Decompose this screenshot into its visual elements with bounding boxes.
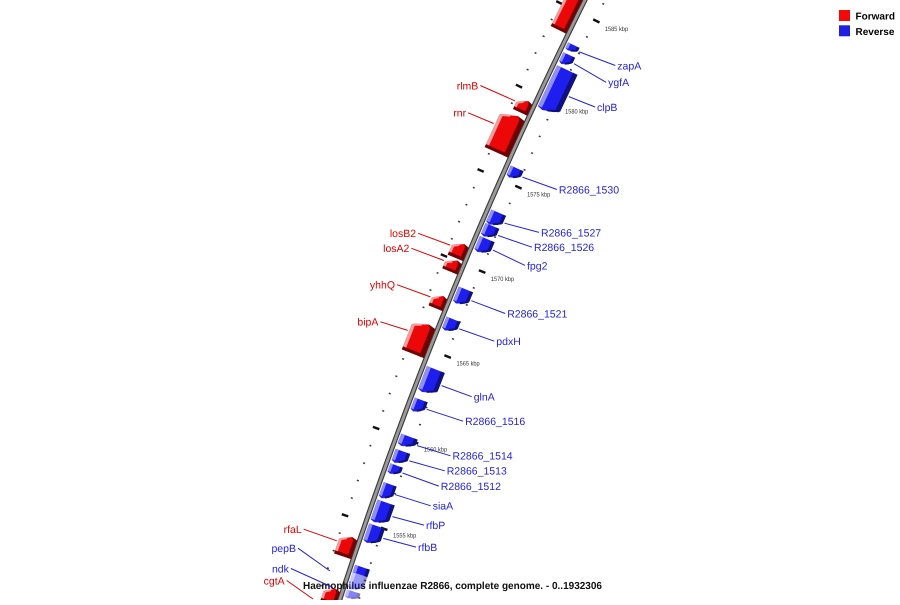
svg-text:cgtA: cgtA — [264, 575, 285, 587]
svg-text:R2866_1521: R2866_1521 — [507, 308, 567, 320]
svg-text:1555 kbp: 1555 kbp — [393, 533, 417, 540]
svg-text:clpB: clpB — [597, 102, 617, 114]
svg-text:1560 kbp: 1560 kbp — [424, 446, 448, 453]
svg-text:rnr: rnr — [453, 108, 466, 120]
svg-text:R2866_1526: R2866_1526 — [534, 242, 594, 254]
svg-text:R2866_1514: R2866_1514 — [453, 451, 513, 463]
svg-text:R2866_1513: R2866_1513 — [447, 466, 507, 478]
svg-text:Haemophilus influenzae R2866,: Haemophilus influenzae R2866, complete g… — [303, 581, 602, 592]
svg-text:siaA: siaA — [433, 501, 453, 513]
svg-text:1570 kbp: 1570 kbp — [491, 276, 515, 283]
svg-text:rfbP: rfbP — [426, 520, 445, 532]
svg-text:glnA: glnA — [474, 392, 495, 404]
svg-text:1585 kbp: 1585 kbp — [605, 26, 629, 33]
svg-text:zapA: zapA — [617, 60, 641, 72]
svg-text:R2866_1530: R2866_1530 — [559, 184, 619, 196]
svg-text:rfaL: rfaL — [284, 524, 302, 536]
svg-text:R2866_1527: R2866_1527 — [541, 227, 601, 239]
svg-text:bipA: bipA — [357, 317, 378, 329]
svg-text:pdxH: pdxH — [496, 336, 521, 348]
svg-text:yhhQ: yhhQ — [370, 280, 395, 292]
svg-text:R2866_1512: R2866_1512 — [441, 481, 501, 493]
svg-text:losB2: losB2 — [390, 228, 416, 240]
svg-text:1580 kbp: 1580 kbp — [565, 108, 589, 115]
svg-text:1575 kbp: 1575 kbp — [527, 192, 551, 199]
svg-text:Forward: Forward — [856, 12, 895, 23]
svg-text:losA2: losA2 — [383, 243, 409, 255]
svg-text:ygfA: ygfA — [608, 77, 629, 89]
svg-text:ndk: ndk — [272, 563, 290, 575]
svg-text:pepB: pepB — [271, 543, 296, 555]
svg-text:rfbB: rfbB — [418, 542, 437, 554]
svg-text:1565 kbp: 1565 kbp — [457, 361, 481, 368]
svg-text:rlmB: rlmB — [457, 80, 479, 92]
svg-text:Reverse: Reverse — [856, 27, 895, 38]
svg-text:R2866_1516: R2866_1516 — [465, 416, 525, 428]
svg-text:fpg2: fpg2 — [527, 260, 548, 272]
